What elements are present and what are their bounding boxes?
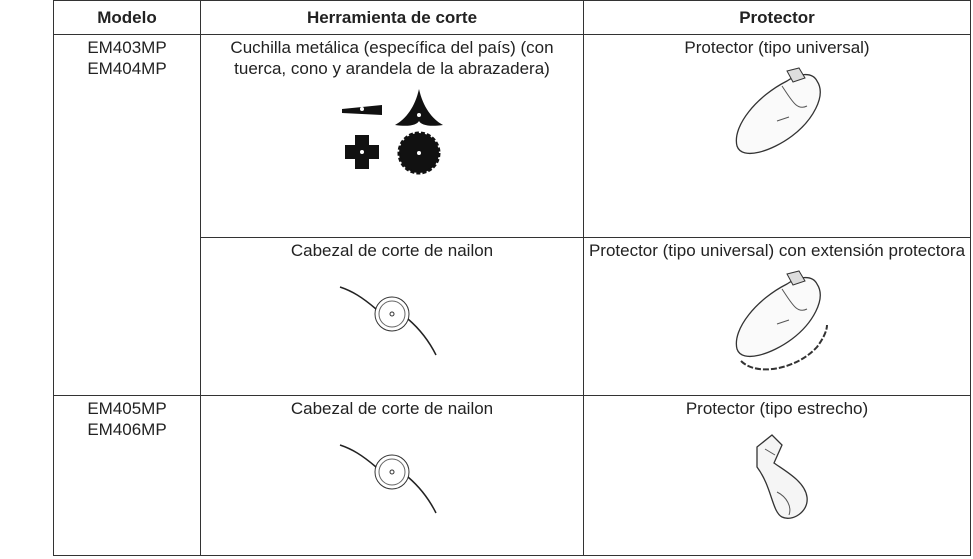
- nylon-head-illustration: [339, 286, 437, 356]
- protector-cell: Protector (tipo estrecho): [583, 395, 971, 556]
- header-cell: Herramienta de corte: [200, 0, 584, 35]
- table-row: Cabezal de corte de nailon Protector (ti…: [54, 237, 971, 396]
- tool-text: Cabezal de corte de nailon: [290, 399, 494, 418]
- table-body: EM403MP EM404MP Cuchilla metálica (específ…: [53, 34, 971, 556]
- protector-illustration: [735, 270, 828, 371]
- protector-illustration: [756, 434, 808, 519]
- model-name: EM405MP: [87, 399, 167, 418]
- blade-illustration: [342, 89, 443, 175]
- header-cell: Modelo: [53, 0, 201, 35]
- protector-cell: Protector (tipo universal) con extensión…: [583, 237, 971, 396]
- model-name: EM404MP: [87, 59, 167, 78]
- tool-text: Cuchilla metálica (específica del país) …: [230, 38, 554, 78]
- tool-text: Cabezal de corte de nailon: [290, 241, 494, 260]
- protector-text: Protector (tipo estrecho): [685, 399, 869, 418]
- protector-illustration: [735, 67, 821, 155]
- table: Modelo Herramienta de corte Protector EM…: [53, 0, 971, 556]
- model-name: EM406MP: [87, 420, 167, 439]
- protector-text: Protector (tipo universal) con extensión…: [588, 241, 966, 260]
- tool-cell: Cuchilla metálica (específica del país) …: [200, 34, 584, 238]
- model-cell: EM403MP EM404MP: [53, 34, 201, 396]
- header-row: Modelo Herramienta de corte Protector: [53, 0, 971, 35]
- table-row: EM405MP EM406MP Cabezal de corte de nailon…: [53, 395, 971, 556]
- protector-cell: Protector (tipo universal): [583, 34, 971, 238]
- table-row: EM403MP EM404MP Cuchilla metálica (específ…: [53, 34, 971, 396]
- header-cell: Protector: [583, 0, 971, 35]
- tool-cell: Cabezal de corte de nailon: [200, 237, 584, 396]
- table-wrap: Modelo Herramienta de corte Protector EM…: [53, 0, 971, 559]
- model-name: EM403MP: [87, 38, 167, 57]
- protector-text: Protector (tipo universal): [684, 38, 870, 57]
- tool-cell: Cabezal de corte de nailon: [200, 395, 584, 556]
- nylon-head-illustration: [339, 444, 437, 514]
- model-cell: EM405MP EM406MP: [53, 395, 201, 556]
